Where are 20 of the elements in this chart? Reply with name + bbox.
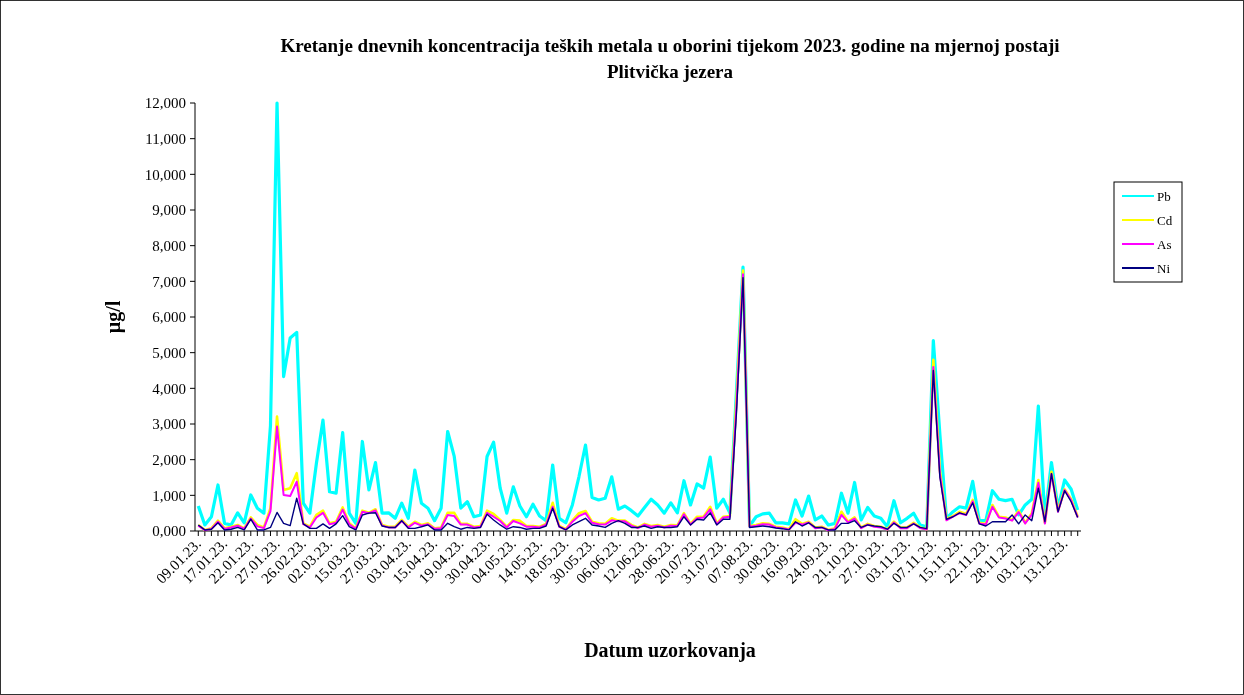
y-tick-label: 8,000 (152, 237, 186, 254)
y-tick-label: 1,000 (152, 487, 186, 504)
legend-label: Cd (1157, 212, 1173, 228)
y-tick-label: 3,000 (152, 416, 186, 433)
y-tick-label: 9,000 (152, 202, 186, 219)
legend-label: Pb (1157, 188, 1171, 204)
y-tick-label: 11,000 (145, 130, 186, 147)
y-axis-title: µg/l (102, 300, 125, 334)
y-tick-label: 6,000 (152, 309, 186, 326)
y-tick-label: 2,000 (152, 451, 186, 468)
y-tick-label: 4,000 (152, 380, 186, 397)
y-tick-label: 12,000 (144, 95, 186, 112)
y-tick-label: 7,000 (152, 273, 186, 290)
legend-label: As (1157, 236, 1172, 252)
chart-title: Kretanje dnevnih koncentracija teških metala u oborini tijekom 2023. godine na mjernoj postaji Plitvička jezera (280, 35, 1060, 82)
x-axis-title: Datum uzorkovanja (584, 639, 756, 662)
legend-label: Ni (1157, 260, 1171, 276)
y-tick-label: 10,000 (144, 166, 186, 183)
y-tick-label: 5,000 (152, 344, 186, 361)
y-tick-label: 0,000 (152, 523, 186, 540)
